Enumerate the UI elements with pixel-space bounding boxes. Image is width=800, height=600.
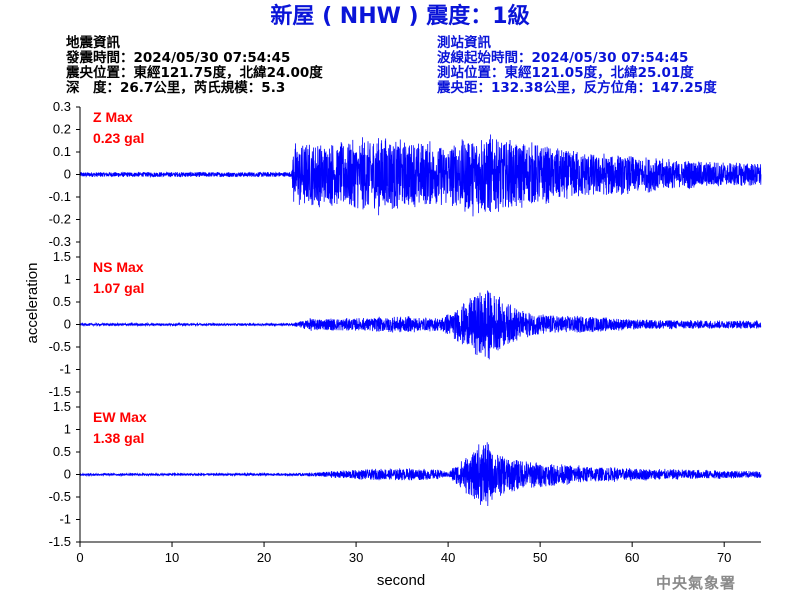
x-tick-label: 10 [165,550,179,565]
ns-y-tick-label: 0.5 [53,294,71,309]
agency-watermark: 中央氣象署 [656,574,737,592]
z-y-tick-label: 0.2 [53,122,71,137]
z-max-value: 0.23 gal [93,130,144,146]
station-info-heading: 測站資訊 [437,35,491,51]
z-max-label: Z Max [93,109,133,125]
ns-y-tick-label: 1.5 [53,249,71,264]
quake-info-heading: 地震資訊 [66,35,120,51]
x-tick-label: 40 [441,550,455,565]
z-y-tick-label: 0.1 [53,144,71,159]
page-title: 新屋 ( NHW ) 震度：1級 [270,4,530,29]
x-tick-label: 60 [625,550,639,565]
quake-time: 發震時間：2024/05/30 07:54:45 [66,50,291,66]
ew-y-tick-label: 1 [64,422,71,437]
ew-y-tick-label: -1.5 [49,534,71,549]
ew-y-tick-label: 0 [64,467,71,482]
ns-max-value: 1.07 gal [93,280,144,296]
x-axis-label: second [377,572,425,589]
ew-waveform-trace [79,442,762,506]
ns-max-label: NS Max [93,259,144,275]
station-location: 測站位置：東經121.05度，北緯25.01度 [437,65,694,81]
z-y-tick-label: -0.2 [49,212,71,227]
station-info-block: 測站資訊 波線起始時間：2024/05/30 07:54:45 測站位置：東經1… [437,36,717,96]
z-waveform-trace [79,134,762,217]
quake-epicenter: 震央位置：東經121.75度，北緯24.00度 [66,65,323,81]
ns-y-tick-label: -1.5 [49,384,71,399]
y-axis-label: acceleration [24,263,41,344]
quake-info-block: 地震資訊 發震時間：2024/05/30 07:54:45 震央位置：東經121… [66,36,323,96]
x-tick-label: 30 [349,550,363,565]
ns-y-tick-label: 0 [64,317,71,332]
station-distance: 震央距：132.38公里，反方位角：147.25度 [437,80,717,96]
x-tick-label: 70 [717,550,731,565]
station-wave-start: 波線起始時間：2024/05/30 07:54:45 [437,50,689,66]
ns-y-tick-label: -1 [59,362,71,377]
z-y-tick-label: 0 [64,167,71,182]
ew-y-tick-label: -1 [59,512,71,527]
z-y-tick-label: 0.3 [53,99,71,114]
ns-y-tick-label: -0.5 [49,339,71,354]
x-tick-label: 0 [76,550,83,565]
ew-y-tick-label: 1.5 [53,399,71,414]
z-y-tick-label: -0.1 [49,189,71,204]
ew-y-tick-label: 0.5 [53,444,71,459]
x-tick-label: 50 [533,550,547,565]
ew-y-tick-label: -0.5 [49,489,71,504]
z-y-tick-label: -0.3 [49,234,71,249]
ns-y-tick-label: 1 [64,272,71,287]
quake-depth: 深 度：26.7公里，芮氏規模：5.3 [66,80,286,96]
ew-max-value: 1.38 gal [93,430,144,446]
ns-waveform-trace [79,290,762,360]
ew-max-label: EW Max [93,409,147,425]
x-tick-label: 20 [257,550,271,565]
